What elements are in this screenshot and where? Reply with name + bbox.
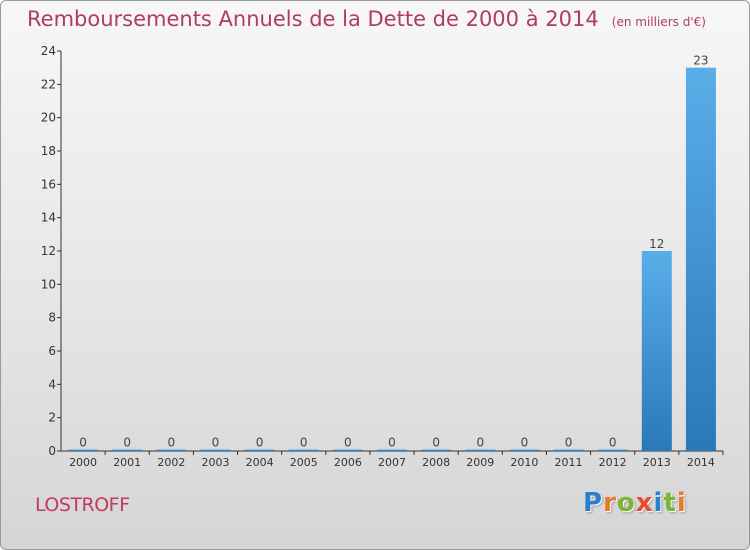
- logo-letter: r: [603, 488, 617, 518]
- y-tick-label: 14: [41, 211, 56, 225]
- x-tick-label: 2004: [246, 456, 274, 469]
- data-label-2011: 0: [565, 436, 573, 450]
- data-label-2014: 23: [693, 54, 708, 68]
- y-tick-label: 16: [41, 177, 56, 191]
- logo-letter: t: [663, 488, 677, 518]
- chart-title: Remboursements Annuels de la Dette de 20…: [27, 7, 599, 31]
- data-label-2007: 0: [388, 436, 396, 450]
- data-label-2009: 0: [476, 436, 484, 450]
- data-labels: 0 0 0 0 0 0 0 0 0 0 0 0 0 12 23: [79, 54, 708, 450]
- data-label-2012: 0: [609, 436, 617, 450]
- x-tick-label: 2007: [378, 456, 406, 469]
- bar-2010: [509, 449, 540, 451]
- data-label-2004: 0: [256, 436, 264, 450]
- x-tick-label: 2003: [201, 456, 229, 469]
- bar-2004: [244, 449, 275, 451]
- logo-letter: o: [616, 488, 636, 518]
- logo-letter: x: [635, 488, 654, 518]
- x-tick-label: 2014: [687, 456, 715, 469]
- x-tick-label: 2001: [113, 456, 141, 469]
- bar-2008: [421, 449, 452, 451]
- bar-2014: [685, 67, 716, 452]
- bar-2013: [641, 251, 672, 451]
- data-label-2005: 0: [300, 436, 308, 450]
- commune-name: LOSTROFF: [35, 494, 130, 516]
- y-tick-label: 18: [41, 144, 56, 158]
- y-tick-label: 8: [48, 311, 56, 325]
- x-axis: 2000 2001 2002 2003 2004 2005 2006 2007 2008 2009…: [61, 450, 724, 469]
- y-tick-label: 22: [41, 77, 56, 91]
- logo-letter: P: [583, 488, 604, 518]
- bar-2011: [553, 449, 584, 451]
- bar-2000: [68, 449, 99, 451]
- x-tick-label: 2008: [422, 456, 450, 469]
- bar-2006: [332, 449, 363, 451]
- bar-2005: [288, 449, 319, 451]
- data-label-2008: 0: [432, 436, 440, 450]
- x-tick-label: 2010: [510, 456, 538, 469]
- bar-2007: [376, 449, 408, 451]
- y-tick-label: 10: [41, 277, 56, 291]
- data-label-2002: 0: [168, 436, 176, 450]
- y-tick-label: 2: [48, 411, 56, 425]
- chart-unit: (en milliers d'€): [611, 15, 706, 29]
- x-tick-label: 2006: [334, 456, 362, 469]
- x-tick-label: 2009: [466, 456, 494, 469]
- data-label-2010: 0: [521, 436, 529, 450]
- bar-2002: [156, 449, 187, 451]
- x-tick-label: 2000: [69, 456, 97, 469]
- x-tick-label: 2013: [643, 456, 671, 469]
- bar-2009: [465, 449, 496, 451]
- bar-2012: [597, 449, 628, 451]
- y-tick-label: 24: [41, 44, 56, 58]
- bar-2003: [200, 449, 231, 451]
- logo-letter: i: [676, 488, 687, 518]
- bar-2001: [112, 449, 143, 451]
- chart-header: Remboursements Annuels de la Dette de 20…: [27, 7, 706, 31]
- x-tick-label: 2012: [599, 456, 627, 469]
- y-tick-label: 6: [48, 344, 56, 358]
- proxiti-logo[interactable]: Proxiti: [583, 488, 687, 518]
- data-label-2006: 0: [344, 436, 352, 450]
- y-tick-label: 12: [41, 244, 56, 258]
- x-tick-label: 2002: [157, 456, 185, 469]
- x-tick-label: 2011: [555, 456, 583, 469]
- y-tick-label: 0: [48, 444, 56, 458]
- y-tick-label: 20: [41, 111, 56, 125]
- bars: [68, 67, 716, 452]
- logo-letter: i: [653, 488, 664, 518]
- data-label-2001: 0: [123, 436, 131, 450]
- data-label-2003: 0: [212, 436, 220, 450]
- data-label-2000: 0: [79, 436, 87, 450]
- x-tick-label: 2005: [290, 456, 318, 469]
- data-label-2013: 12: [649, 237, 664, 251]
- y-tick-label: 4: [48, 377, 56, 391]
